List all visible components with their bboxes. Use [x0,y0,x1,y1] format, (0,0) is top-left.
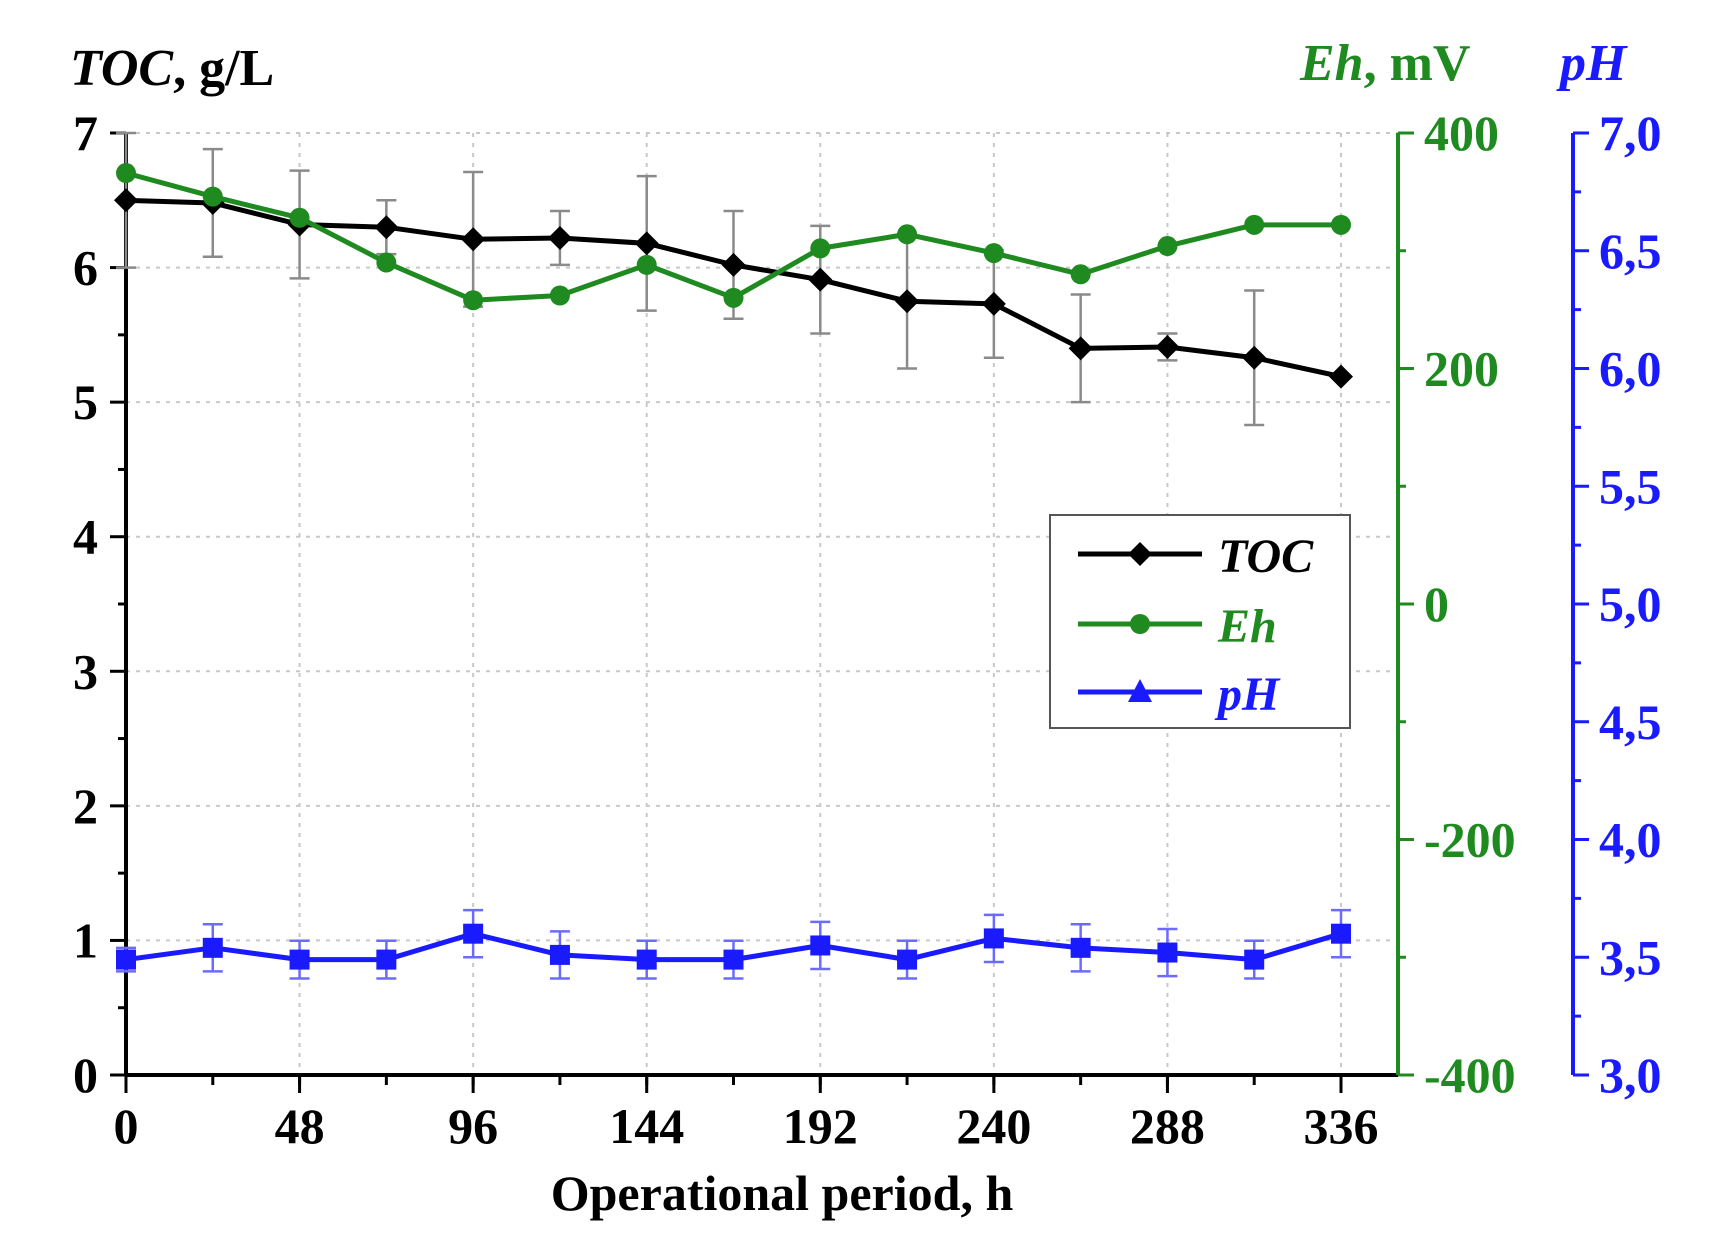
legend: TOC Eh pH [1049,514,1351,729]
x-tick-label-1: 48 [275,1098,325,1154]
right2-tick-label-0: 3,0 [1599,1047,1662,1103]
eh-point-8 [810,238,831,259]
ph-axis-title-var: pH [1556,35,1628,92]
right1-tick-label-0: -400 [1424,1047,1516,1103]
left-tick-label-3: 3 [73,643,98,699]
series-eh [116,163,1351,311]
toc-point-6 [634,231,659,256]
x-axis-label: Operational period, h [551,1165,1014,1221]
eh-point-13 [1244,214,1265,235]
legend-marker-eh [1130,614,1150,634]
ph-point-14 [1331,923,1351,944]
ph-point-12 [1157,942,1178,963]
toc-point-13 [1242,345,1267,370]
right1-tick-label-2: 0 [1424,576,1449,632]
ph-point-10 [983,928,1004,949]
legend-marker-toc [1128,542,1152,566]
left-tick-label-2: 2 [73,778,98,834]
right2-tick-label-2: 4,0 [1599,812,1662,868]
left-tick-label-7: 7 [73,105,98,161]
x-tick-label-4: 192 [783,1098,858,1154]
ph-point-11 [1070,937,1091,958]
toc-point-7 [721,252,746,277]
left-tick-label-0: 0 [73,1047,98,1103]
right1-tick-label-3: 200 [1424,341,1499,397]
ph-point-5 [549,944,570,965]
eh-point-6 [636,254,657,275]
left-tick-label-5: 5 [73,374,98,430]
legend-entry-ph: pH [1078,668,1281,721]
left-tick-label-4: 4 [73,509,98,565]
toc-point-9 [895,289,920,314]
toc-point-3 [374,215,399,240]
toc-point-5 [547,225,572,250]
legend-label-toc: TOC [1218,530,1314,583]
ph-point-8 [810,935,831,956]
x-tick-label-2: 96 [448,1098,498,1154]
eh-point-9 [897,224,918,245]
eh-point-7 [723,287,744,308]
eh-axis-title-var: Eh [1299,35,1364,92]
toc-point-12 [1155,334,1180,359]
x-tick-label-0: 0 [114,1098,139,1154]
x-tick-label-6: 288 [1130,1098,1205,1154]
legend-entry-eh: Eh [1078,600,1277,653]
eh-point-10 [983,243,1004,264]
ph-axis-title: pH [1556,35,1628,92]
eh-point-14 [1331,214,1351,235]
x-tick-label-7: 336 [1304,1098,1379,1154]
left-axis-title-var: TOC [70,40,174,97]
left-axis-title: TOC, g/L [70,40,274,97]
eh-point-5 [549,285,570,306]
right2-tick-label-1: 3,5 [1599,929,1662,985]
series-ph [116,908,1351,980]
toc-point-10 [981,291,1006,316]
right1-tick-label-1: -200 [1424,812,1516,868]
right2-tick-label-3: 4,5 [1599,694,1662,750]
toc-point-11 [1068,336,1093,361]
ph-point-1 [202,937,223,958]
ph-point-7 [723,949,744,970]
legend-marker-ph [1128,679,1152,702]
eh-point-1 [202,186,223,207]
eh-point-11 [1070,264,1091,285]
x-tick-label-3: 144 [609,1098,684,1154]
eh-axis-title-unit: , mV [1364,35,1471,92]
right1-tick-label-4: 400 [1424,105,1499,161]
toc-point-14 [1329,364,1353,389]
series-layer [114,131,1353,980]
toc-point-8 [808,267,833,292]
ph-point-13 [1244,949,1265,970]
toc-point-4 [461,227,486,252]
eh-point-3 [376,252,397,273]
toc-point-0 [114,188,138,213]
left-tick-label-6: 6 [73,240,98,296]
x-tick-label-5: 240 [956,1098,1031,1154]
ph-point-9 [897,949,918,970]
ph-point-6 [636,949,657,970]
legend-label-ph: pH [1214,668,1281,721]
ph-point-2 [289,949,310,970]
ph-point-4 [463,923,484,944]
right2-tick-label-7: 6,5 [1599,223,1662,279]
eh-point-2 [289,207,310,228]
left-tick-label-1: 1 [73,912,98,968]
right2-tick-label-6: 6,0 [1599,341,1662,397]
right2-tick-label-8: 7,0 [1599,105,1662,161]
ph-point-3 [376,949,397,970]
eh-point-4 [463,290,484,311]
legend-entry-toc: TOC [1078,530,1314,583]
eh-point-0 [116,163,136,184]
right2-tick-label-5: 5,5 [1599,458,1662,514]
left-axis-title-unit: , g/L [173,40,274,97]
series-toc [114,131,1353,427]
axes-layer: 0 48 96 144 192 240 288 336 0 1 2 3 4 5 6 7 -400 -200 0 200… [73,105,1662,1154]
right2-tick-label-4: 5,0 [1599,576,1662,632]
eh-axis-title: Eh, mV [1299,35,1470,92]
ph-point-0 [116,949,136,970]
eh-point-12 [1157,236,1178,257]
legend-label-eh: Eh [1217,600,1277,653]
